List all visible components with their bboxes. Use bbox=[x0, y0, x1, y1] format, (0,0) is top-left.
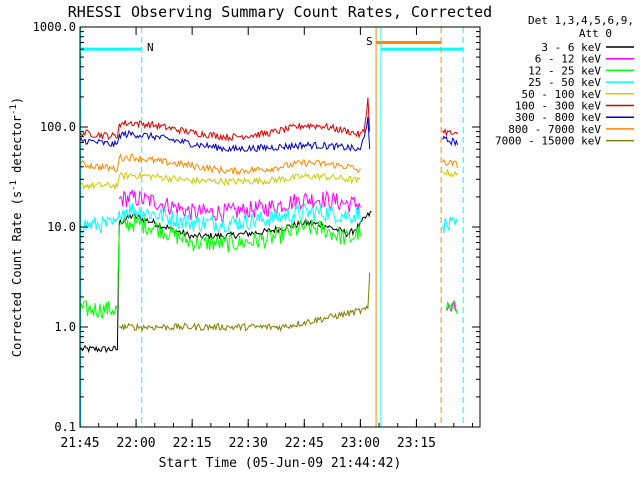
series-line bbox=[119, 272, 371, 333]
series-line bbox=[118, 189, 361, 223]
legend-entry: 25 - 50 keV bbox=[528, 76, 601, 89]
flag-markers bbox=[80, 27, 464, 427]
series-line bbox=[79, 152, 361, 176]
chart-title: RHESSI Observing Summary Count Rates, Co… bbox=[68, 3, 492, 21]
legend-entry: 7000 - 15000 keV bbox=[495, 135, 601, 148]
y-tick-label: 1.0 bbox=[54, 320, 76, 334]
y-axis-label-sup1: -1 bbox=[9, 180, 19, 191]
series-line bbox=[442, 158, 459, 169]
series-line bbox=[442, 135, 459, 147]
y-axis-label-mid: detector bbox=[10, 115, 24, 180]
legend-header-line1: Det 1,3,4,5,6,9, bbox=[528, 14, 634, 27]
legend-entry: 300 - 800 keV bbox=[515, 111, 601, 124]
legend-entry: 6 - 12 keV bbox=[535, 53, 602, 66]
y-axis-label-sup2: -1 bbox=[9, 104, 19, 115]
legend-entry: 3 - 6 keV bbox=[541, 41, 601, 54]
series-line bbox=[445, 299, 459, 315]
series-line bbox=[79, 97, 371, 143]
x-tick-label: 22:30 bbox=[229, 436, 268, 451]
x-tick-label: 21:45 bbox=[60, 436, 99, 451]
x-axis-label: Start Time (05-Jun-09 21:44:42) bbox=[159, 456, 402, 471]
series-line bbox=[79, 202, 361, 234]
series-line bbox=[442, 169, 459, 178]
y-tick-label: 100.0 bbox=[40, 120, 76, 134]
x-tick-label: 23:15 bbox=[397, 436, 436, 451]
x-tick-label: 23:00 bbox=[341, 436, 380, 451]
flag-label-n: N bbox=[147, 41, 154, 54]
legend-header-line2: Att 0 bbox=[579, 27, 612, 40]
legend-entry: 100 - 300 keV bbox=[515, 100, 601, 113]
legend-entry: 800 - 7000 keV bbox=[508, 123, 601, 136]
y-axis-label-main: Corrected Count Rate (s bbox=[10, 191, 24, 357]
y-tick-label: 1000.0 bbox=[33, 20, 76, 34]
x-axis: 21:45 22:00 22:15 22:30 22:45 23:00 23:15 bbox=[60, 27, 474, 451]
y-axis-label-end: ) bbox=[10, 97, 24, 104]
y-axis-label: Corrected Count Rate (s-1 detector-1) bbox=[9, 97, 24, 357]
legend-entry: 12 - 25 keV bbox=[528, 64, 601, 77]
y-tick-label: 0.1 bbox=[54, 420, 76, 434]
x-tick-label: 22:45 bbox=[285, 436, 324, 451]
y-tick-label: 10.0 bbox=[47, 220, 76, 234]
series-line bbox=[79, 214, 361, 319]
y-axis: 1000.0 100.0 10.0 1.0 0.1 bbox=[33, 20, 480, 434]
legend-entry: 50 - 100 keV bbox=[522, 88, 602, 101]
x-tick-label: 22:15 bbox=[173, 436, 212, 451]
flag-label-s: S bbox=[366, 35, 373, 48]
series-line bbox=[79, 171, 361, 191]
series-group bbox=[79, 97, 459, 354]
series-line bbox=[79, 116, 371, 153]
series-line bbox=[442, 216, 459, 234]
plot-area: 1000.0 100.0 10.0 1.0 0.1 21:45 22:00 22:15 22:… bbox=[33, 20, 481, 451]
series-line bbox=[442, 127, 458, 138]
x-tick-label: 22:00 bbox=[117, 436, 156, 451]
